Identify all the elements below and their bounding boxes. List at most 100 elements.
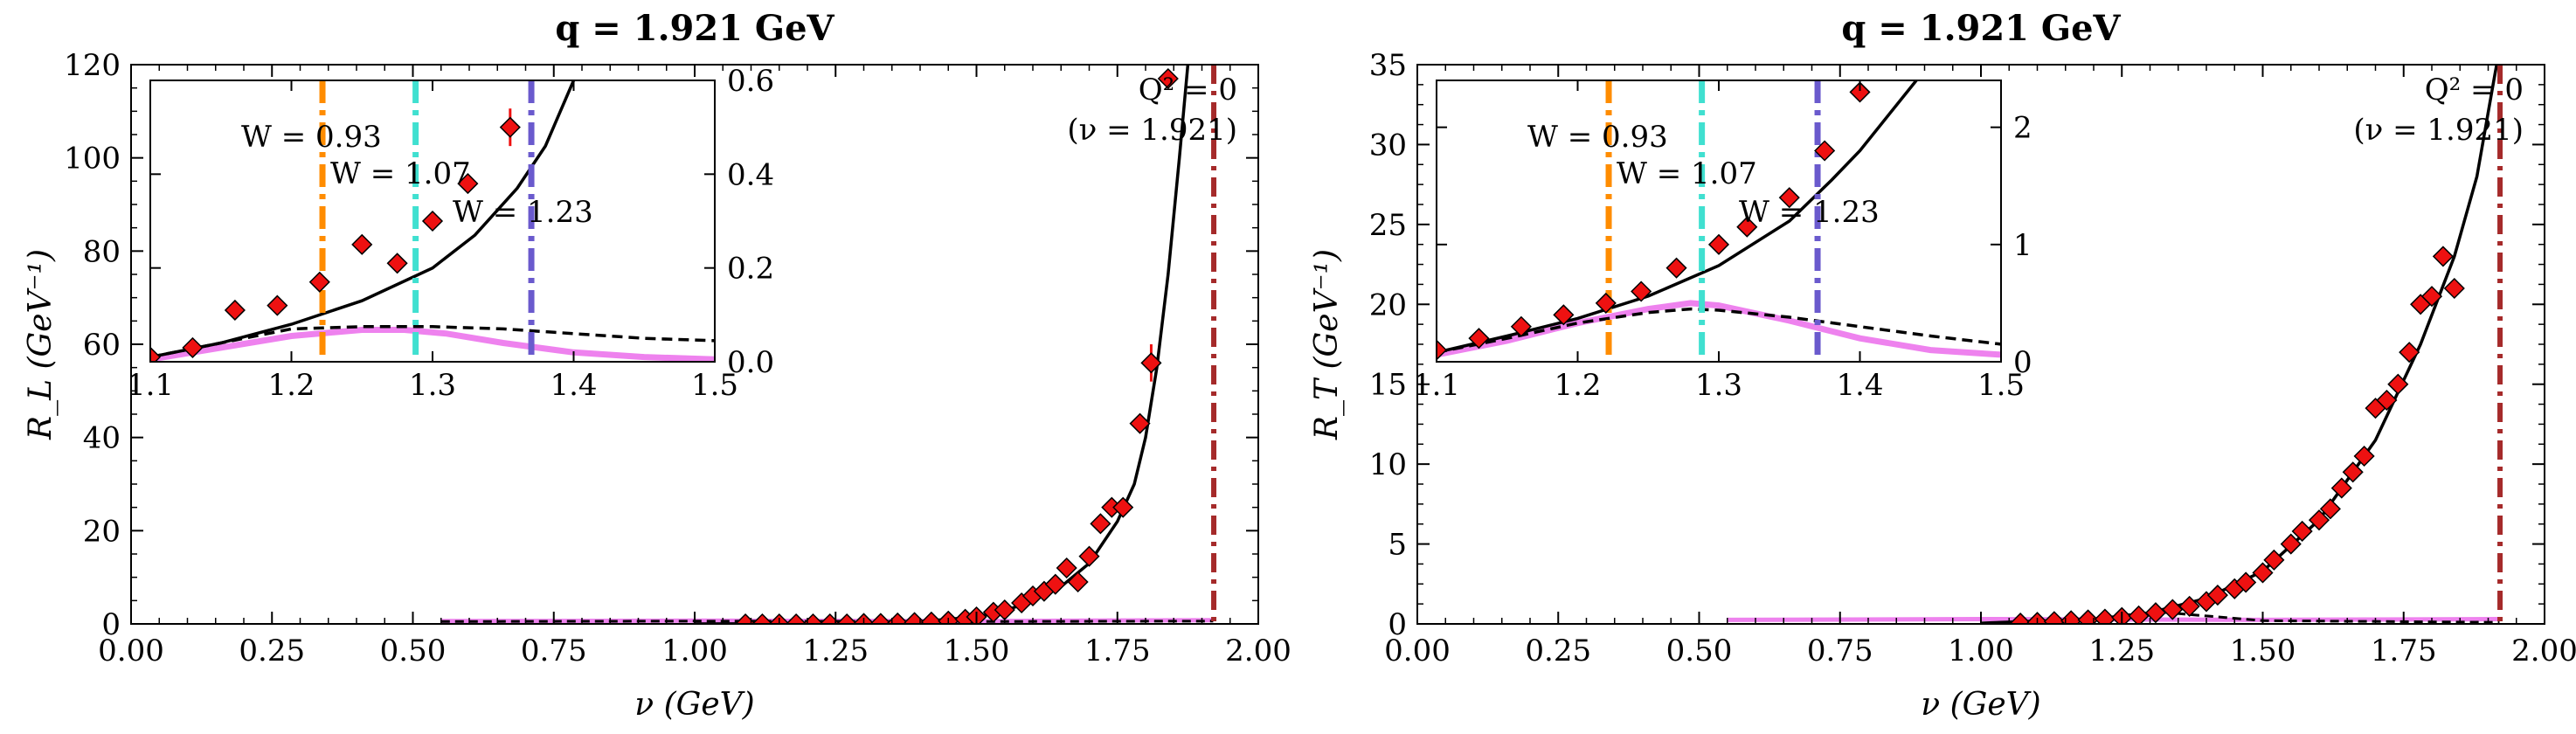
inset-data-point bbox=[1553, 304, 1575, 326]
x-tick-label: 0.00 bbox=[98, 634, 164, 668]
x-tick-label: 1.50 bbox=[2230, 634, 2296, 668]
inset-data-point bbox=[351, 233, 373, 255]
inset-data-points bbox=[1437, 81, 1871, 361]
y-axis-label: R_T (GeV⁻¹) bbox=[1309, 249, 1345, 440]
inset-x-tick-label: 1.5 bbox=[691, 368, 738, 403]
series-dashed-curve bbox=[2093, 609, 2500, 624]
data-point bbox=[1044, 573, 1066, 595]
x-tick-label: 1.00 bbox=[1948, 634, 2014, 668]
x-tick-label: 0.50 bbox=[1666, 634, 1733, 668]
inset-curves bbox=[150, 80, 715, 362]
inset-y-tick-label: 1 bbox=[2013, 228, 2032, 263]
x-tick-label: 1.00 bbox=[661, 634, 728, 668]
data-point bbox=[2043, 611, 2065, 624]
inset-data-point bbox=[1437, 339, 1448, 361]
inset-background bbox=[1437, 80, 2001, 362]
x-tick-label: 2.00 bbox=[1225, 634, 1291, 668]
inset-data-point bbox=[150, 346, 162, 362]
data-point bbox=[887, 612, 909, 624]
data-point bbox=[2399, 342, 2420, 364]
y-tick-label: 100 bbox=[64, 142, 121, 177]
data-point bbox=[2206, 585, 2228, 606]
inset-x-tick-label: 1.1 bbox=[1413, 368, 1460, 403]
data-point bbox=[2263, 549, 2285, 571]
data-point bbox=[734, 613, 757, 624]
data-point bbox=[2291, 520, 2313, 543]
data-point bbox=[2376, 389, 2398, 412]
inset-y-tick-label: 2 bbox=[2013, 111, 2032, 146]
y-tick-label: 10 bbox=[1369, 447, 1407, 482]
data-point bbox=[2077, 609, 2099, 624]
data-point bbox=[1129, 412, 1151, 434]
inset-curves bbox=[1437, 80, 2001, 362]
data-point bbox=[786, 613, 807, 624]
inset-data-point bbox=[1510, 315, 1532, 337]
inset-x-tick-label: 1.4 bbox=[1836, 368, 1883, 403]
qzero-nu-annotation: (ν = 1.921) bbox=[2353, 113, 2524, 148]
y-tick-label: 20 bbox=[83, 514, 121, 549]
y-tick-label: 60 bbox=[83, 328, 121, 363]
y-tick-label: 5 bbox=[1388, 528, 1407, 563]
data-point bbox=[1157, 67, 1179, 90]
x-tick-label: 1.25 bbox=[2088, 634, 2155, 668]
data-point bbox=[2319, 498, 2341, 520]
x-tick-label: 2.00 bbox=[2511, 634, 2576, 668]
inset-data-point bbox=[267, 294, 288, 316]
inset-x-tick-label: 1.3 bbox=[409, 368, 456, 403]
data-point bbox=[904, 612, 925, 624]
inset-x-tick-label: 1.3 bbox=[1695, 368, 1742, 403]
x-tick-label: 1.25 bbox=[802, 634, 869, 668]
x-axis-label: ν (GeV) bbox=[634, 687, 754, 723]
series-fit-curve bbox=[1980, 65, 2498, 624]
data-point bbox=[751, 613, 773, 624]
qzero-nu-annotation: (ν = 1.921) bbox=[1067, 113, 1237, 148]
inset-series-dashed-curve bbox=[150, 325, 715, 359]
inset-data-point bbox=[499, 116, 521, 138]
data-point bbox=[2162, 599, 2184, 620]
inset-data-point bbox=[386, 253, 408, 274]
data-point bbox=[2342, 461, 2364, 483]
inset-plot: W = 0.93W = 1.07W = 1.231.1 1.2 1.3 1.4 1.50… bbox=[127, 64, 774, 403]
y-tick-label: 15 bbox=[1369, 368, 1407, 403]
inset-w-label: W = 1.23 bbox=[1739, 195, 1880, 230]
inset-data-point bbox=[1631, 280, 1652, 302]
inset-data-point bbox=[1814, 140, 1836, 162]
inset-w-label: W = 1.07 bbox=[1617, 156, 1757, 191]
inset-data-point bbox=[1665, 257, 1687, 279]
data-point bbox=[836, 613, 858, 624]
data-point bbox=[1112, 496, 1134, 518]
inset-x-tick-label: 1.2 bbox=[1554, 368, 1601, 403]
inset-y-tick-label: 0.6 bbox=[727, 64, 774, 99]
inset-data-point bbox=[421, 210, 444, 232]
inset-data-point bbox=[1595, 292, 1617, 314]
inset-data-point bbox=[182, 336, 204, 358]
data-point bbox=[2094, 608, 2116, 624]
y-tick-label: 80 bbox=[83, 234, 121, 269]
x-tick-label: 1.75 bbox=[1084, 634, 1151, 668]
inset-data-point bbox=[1707, 233, 1730, 255]
y-tick-label: 120 bbox=[64, 48, 121, 83]
inset-data-points bbox=[150, 116, 521, 362]
inset-data-point bbox=[308, 271, 330, 293]
inset-data-point bbox=[1736, 216, 1758, 238]
data-point bbox=[2128, 605, 2150, 624]
data-point bbox=[2280, 533, 2302, 555]
data-point bbox=[2353, 445, 2375, 467]
data-point bbox=[920, 611, 942, 624]
inset-x-tick-label: 1.1 bbox=[127, 368, 174, 403]
inset-w-label: W = 1.23 bbox=[453, 195, 593, 230]
data-point bbox=[2420, 286, 2443, 308]
inset-y-tick-label: 0 bbox=[2013, 345, 2032, 380]
data-point bbox=[2010, 613, 2032, 624]
y-tick-label: 20 bbox=[1369, 287, 1407, 322]
data-point bbox=[2252, 562, 2274, 584]
data-points bbox=[734, 67, 1179, 624]
inset-series-fit-curve bbox=[150, 80, 576, 359]
y-tick-label: 35 bbox=[1369, 48, 1407, 83]
x-tick-label: 1.50 bbox=[944, 634, 1010, 668]
inset-data-point bbox=[224, 299, 246, 322]
data-point bbox=[938, 610, 959, 624]
chart-title: q = 1.921 GeV bbox=[555, 8, 834, 49]
